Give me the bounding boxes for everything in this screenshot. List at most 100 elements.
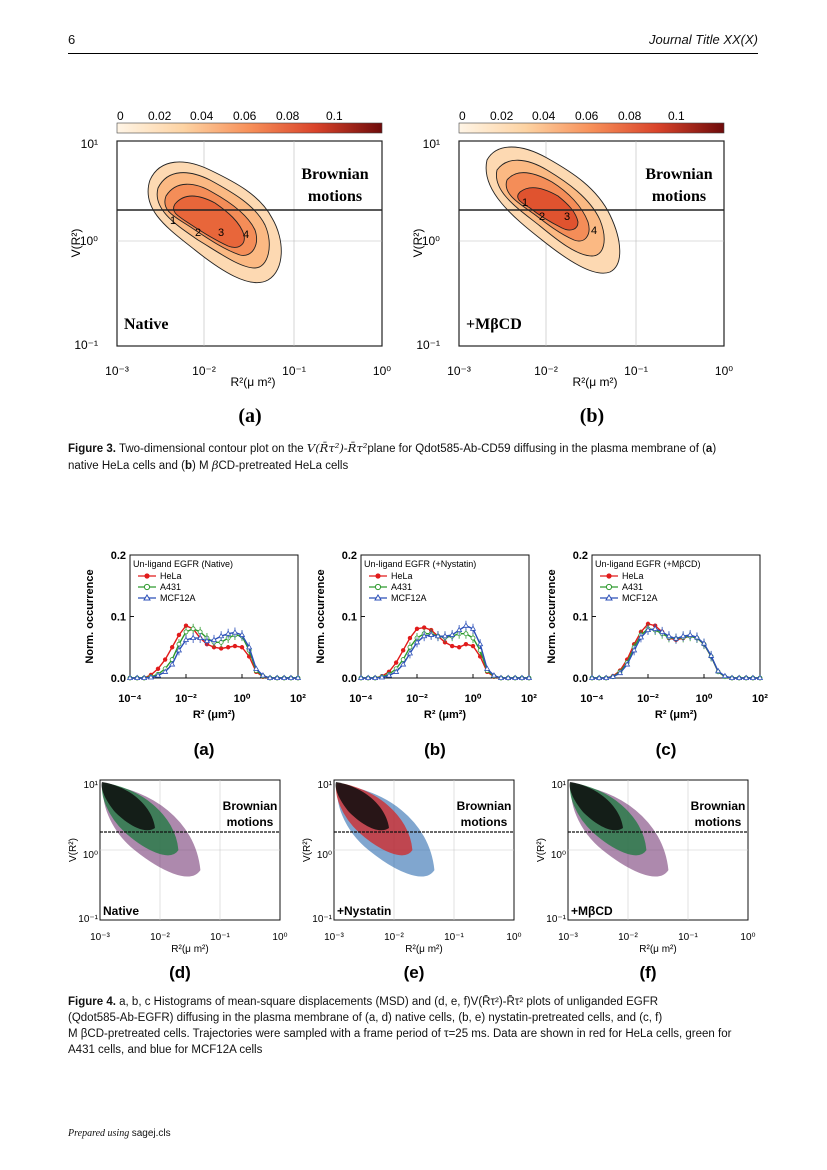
region-label: Brownian: [223, 799, 278, 813]
data-point: [644, 626, 652, 633]
caption-text: Two-dimensional contour plot on the: [118, 443, 304, 455]
x-tick: 10⁻⁴: [580, 693, 603, 705]
x-tick: 10⁻²: [534, 364, 558, 378]
data-point: [162, 668, 169, 674]
data-point: [624, 661, 631, 667]
y-tick: 10⁻¹: [416, 338, 440, 352]
peak-label: 3: [564, 211, 570, 223]
peak-label: 4: [591, 225, 597, 237]
data-point: [225, 645, 231, 650]
data-point: [525, 674, 533, 680]
x-axis-label: R² (μm²): [655, 709, 698, 721]
y-tick: 10¹: [81, 137, 98, 151]
panel-title: Un-ligand EGFR (Native): [133, 559, 233, 569]
region-label: motions: [227, 815, 274, 829]
data-point: [169, 645, 175, 650]
data-point: [512, 674, 519, 680]
data-point: [407, 635, 413, 641]
x-axis-label: R²(μ m²): [405, 944, 442, 955]
x-tick: 10⁻¹: [624, 364, 648, 378]
legend-marker: [605, 594, 613, 601]
data-point: [182, 636, 190, 642]
legend-marker: [143, 583, 151, 591]
x-axis-label: R² (μm²): [193, 709, 236, 721]
figure-4-caption: Figure 4. a, b, c Histograms of mean-squ…: [68, 994, 768, 1058]
y-axis-label: Norm. occurrence: [546, 569, 558, 663]
x-tick: 10⁻³: [324, 932, 344, 943]
colorbar-tick: 0.02: [490, 109, 514, 123]
x-tick: 10⁰: [465, 693, 482, 705]
peak-label: 2: [539, 211, 545, 223]
y-tick: 0.0: [573, 673, 588, 685]
figure-3: 0 0.02 0.04 0.06 0.08 0.1 1 2 3 4 Browni…: [69, 109, 733, 427]
colorbar-tick: 0.1: [326, 109, 343, 123]
y-tick: 10⁻¹: [74, 338, 98, 352]
figure-3-caption: Figure 3. Two-dimensional contour plot o…: [68, 440, 758, 474]
data-point: [218, 632, 225, 639]
condition-label: +MβCD: [466, 316, 522, 333]
data-point: [253, 665, 260, 671]
y-tick: 10⁰: [317, 850, 332, 861]
data-point: [728, 674, 736, 680]
data-point: [238, 631, 246, 637]
y-tick: 10⁰: [551, 850, 566, 861]
histogram-panel: 0.2 0.1 0.0 10⁻⁴ 10⁻² 10⁰ 10² Norm. occurrence R…: [546, 550, 768, 759]
data-point: [680, 632, 687, 639]
caption-ref: b: [184, 460, 193, 472]
plot-frame: [129, 554, 299, 679]
data-point: [441, 632, 449, 639]
data-point: [400, 648, 406, 653]
data-point: [449, 643, 455, 649]
legend-marker: [143, 594, 151, 601]
x-tick: 10⁻³: [447, 364, 471, 378]
caption-line: M βCD-pretreated cells. Trajectories wer…: [68, 1028, 732, 1040]
y-tick: 10¹: [423, 137, 440, 151]
y-tick: 10⁻¹: [546, 914, 566, 925]
x-axis-label: R²(μ m²): [573, 375, 618, 389]
data-point: [134, 674, 141, 680]
y-tick: 10⁰: [422, 234, 440, 248]
x-tick: 10⁻²: [192, 364, 216, 378]
data-point: [147, 673, 155, 680]
region-label: Brownian: [457, 799, 512, 813]
colorbar: [458, 122, 725, 134]
colorbar-tick: 0.08: [618, 109, 642, 123]
region-label: motions: [308, 188, 362, 205]
x-axis-label: R²(μ m²): [231, 375, 276, 389]
data-point: [505, 674, 512, 680]
panel-label: (a): [238, 405, 261, 427]
data-point: [470, 643, 476, 649]
y-tick: 0.2: [342, 550, 357, 562]
peak-label: 1: [170, 215, 176, 227]
colorbar-tick: 0: [459, 109, 466, 123]
data-point: [421, 625, 427, 630]
region-label: motions: [652, 188, 706, 205]
y-tick: 0.1: [342, 612, 357, 624]
contour-panel: Brownian motions +Nystatin 10¹ 10⁰ 10⁻¹ V(R²) 1…: [302, 779, 522, 982]
x-tick: 10⁻¹: [444, 932, 464, 943]
x-tick: 10⁰: [715, 364, 733, 378]
panel-label: (f): [640, 963, 657, 982]
density-contours: [147, 161, 282, 284]
data-point: [385, 672, 393, 678]
series-line-hela: [592, 623, 760, 679]
caption-line: A431 cells, and blue for MCF12A cells: [68, 1044, 263, 1056]
footer: Prepared using sagej.cls: [68, 1128, 171, 1139]
y-axis-label: V(R²): [302, 838, 313, 862]
x-tick: 10⁰: [234, 693, 251, 705]
y-axis-label: Norm. occurrence: [315, 569, 327, 663]
caption-label: Figure 3.: [68, 443, 116, 455]
data-point: [162, 657, 168, 662]
x-tick: 10²: [290, 693, 306, 705]
legend-marker: [605, 583, 613, 591]
plot-frame: [591, 554, 761, 679]
legend-label: MCF12A: [391, 593, 427, 603]
data-point: [449, 631, 456, 637]
x-tick: 10⁻²: [406, 693, 428, 705]
legend-marker: [374, 594, 382, 601]
data-point: [477, 640, 484, 647]
data-point: [400, 661, 407, 667]
x-tick: 10⁻¹: [678, 932, 698, 943]
data-point: [155, 666, 161, 671]
data-point: [274, 674, 281, 680]
